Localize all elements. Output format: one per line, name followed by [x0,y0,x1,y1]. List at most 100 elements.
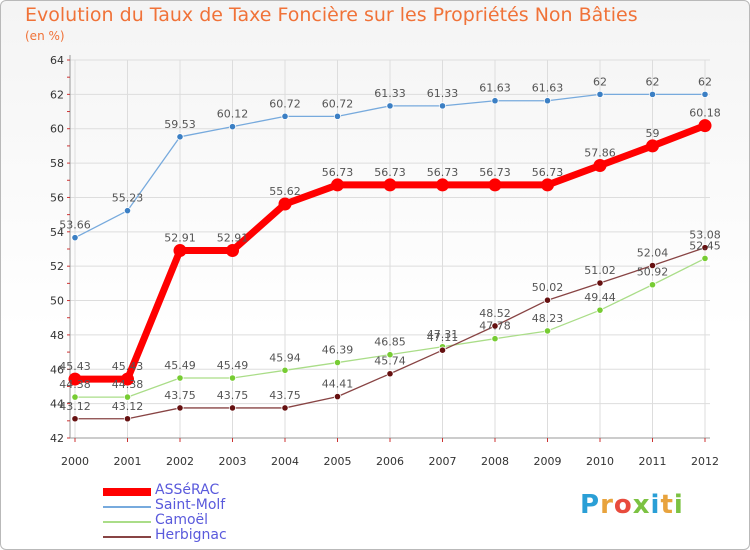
data-point [123,207,132,215]
data-point [228,374,237,382]
legend-label: ASSéRAC [155,482,220,498]
logo-letter: t [660,490,674,520]
legend-item: ASSéRAC [103,482,403,500]
data-point [228,404,237,412]
grid [70,59,710,439]
data-point [436,178,449,192]
data-label: 45.43 [59,360,91,373]
series-Saint-Molf [71,90,709,242]
data-label: 46.85 [374,336,406,349]
logo-letter: i [650,490,661,520]
data-point [331,178,344,192]
data-label: 52.91 [164,232,196,245]
x-tick-label: 2004 [271,455,299,468]
data-point [698,119,712,133]
data-point [488,178,502,192]
y-tick-label: 54 [50,226,64,239]
y-tick-label: 60 [50,123,64,136]
data-point [543,296,552,304]
x-tick-label: 2010 [586,455,614,468]
proxiti-logo: Proxiti [580,490,684,520]
data-point [281,404,289,412]
data-point [386,370,394,378]
data-label: 50.02 [532,281,564,294]
logo-letter: o [613,490,633,520]
data-label: 51.02 [584,264,616,277]
data-point [281,112,289,120]
legend-swatch [103,521,151,523]
legend-swatch [103,506,151,508]
data-point [543,327,552,335]
x-tick-label: 2000 [61,455,89,468]
data-label: 55.23 [112,192,144,205]
y-tick-label: 52 [50,260,64,273]
data-label: 60.72 [322,97,354,110]
data-point [123,415,132,423]
data-label: 60.18 [689,107,721,120]
data-label: 59 [646,127,660,140]
data-point [333,112,342,120]
logo-letter: r [600,490,614,520]
data-point [71,415,79,423]
data-point [648,90,657,98]
legend-swatch [103,536,151,538]
data-label: 61.33 [427,87,459,100]
data-label: 43.75 [164,389,196,402]
y-tick-label: 44 [50,398,64,411]
data-label: 56.73 [374,166,406,179]
data-point [543,97,552,105]
y-tick-label: 56 [50,191,64,204]
data-label: 48.23 [532,312,564,325]
data-point [491,97,499,105]
data-point [491,322,499,330]
series-Herbignac [71,244,709,423]
data-point [228,123,237,131]
data-point [278,197,292,211]
x-tick-label: 2002 [166,455,194,468]
data-label: 53.66 [59,219,91,232]
data-point [541,178,554,192]
data-point [123,393,132,401]
data-label: 56.73 [427,166,459,179]
data-point [648,281,657,289]
data-label: 45.43 [112,360,144,373]
data-label: 62 [593,75,607,88]
data-label: 56.73 [479,166,511,179]
x-tick-label: 2006 [376,455,404,468]
x-tick-label: 2011 [639,455,667,468]
x-tick-label: 2003 [219,455,247,468]
data-point [386,102,394,110]
data-point [68,372,82,386]
data-label: 61.63 [479,82,511,95]
data-label: 47.78 [479,320,511,333]
data-point [176,133,184,141]
data-label: 45.49 [217,359,249,372]
data-point [281,366,289,374]
data-point [71,234,79,242]
legend-item: Herbignac [103,528,403,545]
legend-item: Saint-Molf [103,498,403,515]
data-label: 55.62 [269,185,301,198]
data-point [596,306,604,314]
x-tick-label: 2005 [324,455,352,468]
data-point [701,254,709,263]
logo-letter: P [580,490,601,520]
data-label: 43.12 [112,400,144,413]
data-label: 43.75 [269,389,301,402]
data-label: 44.38 [112,378,144,391]
data-label: 44.41 [322,378,354,391]
data-point [596,279,604,287]
data-label: 45.74 [374,355,406,368]
data-label: 61.63 [532,82,564,95]
data-label: 44.38 [59,378,91,391]
data-point [646,139,659,153]
data-labels: 53.66 55.23 59.53 60.12 60.72 60.72 61.33 61.33… [59,75,721,412]
y-tick-label: 62 [50,88,64,101]
data-label: 56.73 [322,166,354,179]
data-point [701,90,709,98]
data-label: 45.49 [164,359,196,372]
data-label: 46.39 [322,344,354,357]
data-point [648,261,657,270]
chart-title: Evolution du Taux de Taxe Foncière sur l… [25,4,638,26]
y-tick-label: 50 [50,295,64,308]
